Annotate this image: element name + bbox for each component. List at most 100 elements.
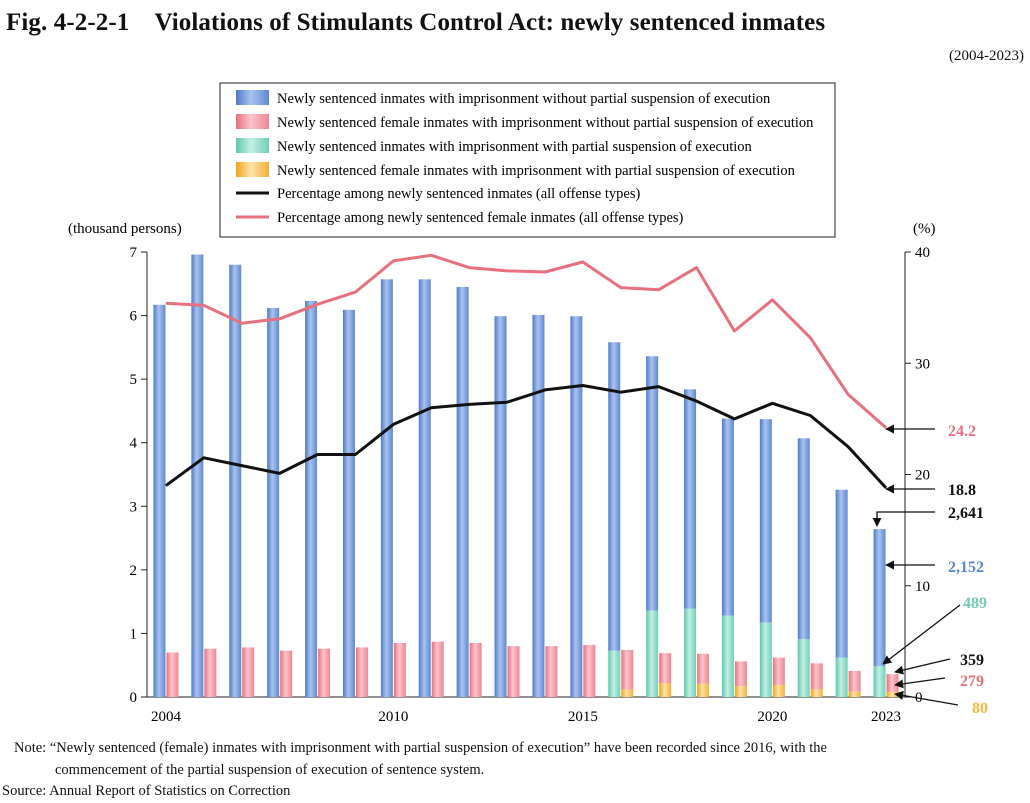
y-tick-right-20: 20 [915, 468, 930, 484]
bar-female-main-2007 [280, 650, 293, 697]
bar-main-2023 [873, 529, 886, 666]
bar-female-main-2023 [886, 674, 899, 692]
y-tick-right-40: 40 [915, 245, 930, 261]
bar-main-2010 [380, 279, 393, 697]
note: Note: “Newly sentenced (female) inmates … [14, 737, 1014, 781]
y-tick-left-3: 3 [130, 499, 138, 515]
bar-main-2009 [342, 309, 355, 697]
y-tick-right-30: 30 [915, 356, 930, 372]
bar-female-partial-2016 [621, 689, 634, 697]
label-279: 279 [960, 673, 984, 690]
bar-female-main-2010 [393, 642, 406, 697]
period-label: (2004-2023) [949, 48, 1024, 64]
bar-main-2017 [646, 356, 659, 611]
bar-female-main-2012 [469, 642, 482, 697]
bar-female-partial-2021 [810, 689, 823, 697]
bar-female-main-2005 [204, 648, 217, 697]
stimulants-chart: (thousand persons) (%) 0 1 2 3 4 5 6 7 0 10 20 30 4… [68, 82, 988, 725]
arrow-359 [894, 658, 951, 675]
x-ticks: 2004 2010 2015 2020 2023 [151, 709, 901, 725]
bar-female-partial-2022 [848, 691, 861, 697]
legend-swatch-teal [236, 138, 269, 153]
bar-main-2019 [721, 418, 734, 616]
callout-arrows [872, 424, 961, 706]
x-tick-2020: 2020 [757, 709, 787, 725]
bar-main-2014 [532, 314, 545, 697]
bar-female-main-2017 [659, 653, 672, 684]
x-tick-2010: 2010 [378, 709, 408, 725]
bar-main-2006 [229, 264, 242, 697]
bar-main-2015 [570, 316, 583, 697]
bar-main-2021 [797, 438, 810, 640]
x-tick-2015: 2015 [568, 709, 598, 725]
bar-main-2007 [267, 307, 280, 697]
bar-partial-2018 [684, 608, 697, 697]
y-tick-left-6: 6 [130, 309, 138, 325]
arrow-279 [894, 677, 946, 689]
x-tick-2023: 2023 [871, 709, 901, 725]
bar-female-main-2009 [355, 647, 368, 697]
bar-female-main-2022 [848, 670, 861, 692]
arrow-80 [894, 690, 959, 706]
line-percent-female [165, 253, 887, 429]
bar-female-main-2004 [166, 652, 179, 697]
x-tick-2004: 2004 [151, 709, 182, 725]
legend-item-4: Percentage among newly sentenced inmates… [277, 186, 640, 202]
bar-main-2020 [759, 419, 772, 623]
y-tick-left-2: 2 [130, 563, 138, 579]
y-tick-left-5: 5 [130, 372, 138, 388]
note-line-2: commencement of the partial suspension o… [55, 762, 485, 778]
legend-item-3: Newly sentenced female inmates with impr… [277, 163, 796, 179]
label-80: 80 [972, 700, 988, 717]
legend-box [219, 82, 836, 238]
y-ticks-left: 0 1 2 3 4 5 6 7 [130, 245, 147, 706]
bar-main-2012 [456, 286, 469, 697]
label-2152: 2,152 [948, 559, 984, 576]
bar-female-main-2008 [318, 648, 331, 697]
bar-main-2008 [305, 300, 318, 697]
bar-main-2005 [191, 254, 204, 698]
bar-partial-2022 [835, 657, 848, 697]
bar-main-2016 [608, 342, 621, 651]
bar-female-partial-2019 [734, 686, 747, 697]
bar-partial-2019 [721, 615, 734, 697]
bar-female-partial-2018 [697, 683, 710, 697]
bar-main-2018 [684, 389, 697, 609]
bar-main-2022 [835, 489, 848, 658]
bars [153, 254, 899, 698]
legend-item-2: Newly sentenced inmates with imprisonmen… [277, 139, 753, 155]
bar-female-main-2006 [242, 647, 255, 697]
y-axis-right-label: (%) [913, 221, 936, 237]
source: Source: Annual Report of Statistics on C… [2, 783, 291, 799]
bar-female-partial-2020 [772, 684, 785, 697]
bar-female-main-2013 [507, 646, 520, 697]
bar-partial-2023 [873, 665, 886, 697]
bar-partial-2021 [797, 639, 810, 697]
bar-female-main-2016 [621, 649, 634, 690]
bar-main-2011 [418, 279, 431, 697]
legend-swatch-orange [236, 162, 269, 177]
arrow-489 [882, 604, 961, 665]
bar-main-2004 [153, 304, 166, 697]
label-18-8: 18.8 [948, 482, 976, 499]
y-tick-left-1: 1 [130, 626, 138, 642]
bar-female-partial-2017 [659, 683, 672, 697]
label-2641: 2,641 [948, 505, 984, 522]
bar-female-main-2015 [583, 644, 596, 697]
legend-swatch-pink [236, 114, 269, 129]
legend-item-5: Percentage among newly sentenced female … [277, 210, 684, 226]
figure-title: Fig. 4-2-2-1 Violations of Stimulants Co… [6, 9, 826, 36]
legend-item-0: Newly sentenced inmates with imprisonmen… [277, 91, 771, 107]
line-percent-all [165, 384, 888, 489]
bar-female-main-2011 [431, 641, 444, 697]
bar-partial-2016 [608, 650, 621, 697]
note-line-1: Note: “Newly sentenced (female) inmates … [14, 740, 827, 756]
label-24-2: 24.2 [948, 423, 976, 440]
lines [165, 253, 888, 489]
bar-female-main-2014 [545, 646, 558, 697]
bar-female-main-2020 [772, 657, 785, 685]
legend-item-1: Newly sentenced female inmates with impr… [277, 115, 814, 131]
bar-female-main-2021 [810, 663, 823, 690]
y-tick-left-7: 7 [130, 245, 138, 261]
